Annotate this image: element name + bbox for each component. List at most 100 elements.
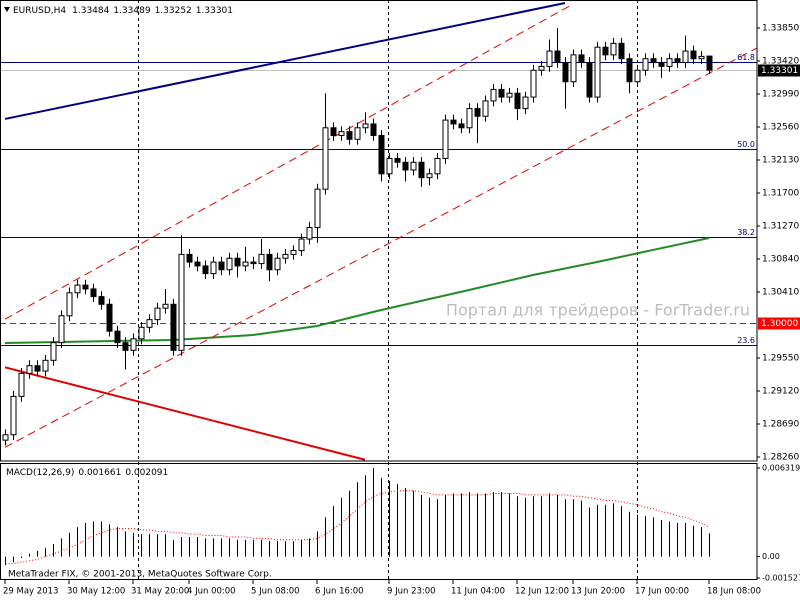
macd-last: 0.001661 [78, 468, 121, 478]
candle-body [450, 119, 457, 125]
candle-body [626, 58, 633, 83]
y-tick-label: 1.28690 [762, 420, 799, 430]
x-tick-label: 4 Jun 00:00 [187, 587, 236, 597]
candle-body [346, 131, 353, 140]
candle-body [402, 161, 409, 171]
moving-average [4, 237, 710, 344]
candle-body [674, 58, 681, 64]
candle-body [650, 58, 657, 64]
candle-body [234, 257, 241, 267]
period-separators [138, 0, 638, 580]
macd-signal [5, 490, 710, 565]
candle-body [130, 338, 137, 351]
candle-body [602, 46, 609, 56]
candle-body [314, 188, 321, 229]
candle-body [162, 303, 169, 309]
last-close: 1.33301 [196, 6, 233, 16]
candle-body [394, 157, 401, 163]
macd-name: MACD(12,26,9) [6, 468, 74, 478]
last-low: 1.33252 [155, 6, 192, 16]
candle-body [338, 131, 345, 136]
candle-body [666, 58, 673, 67]
candle-body [74, 284, 81, 294]
x-tick-label: 11 Jun 04:00 [451, 587, 505, 597]
y-tick-label: 1.29550 [762, 354, 799, 364]
candle-body [370, 123, 377, 136]
candle-body [322, 127, 329, 190]
candle-body [514, 92, 521, 110]
candle-body [706, 55, 713, 71]
y-tick-label: 1.32990 [762, 90, 799, 100]
macd-header: MACD(12,26,9) 0.001661 0.002091 [6, 468, 168, 478]
candle-body [250, 261, 257, 265]
trend-line [4, 366, 366, 461]
y-tick-label: 1.30840 [762, 255, 799, 265]
candle-body [178, 253, 185, 351]
price-label-box [758, 317, 800, 330]
y-tick-label: 1.29120 [762, 387, 799, 397]
candle-body [18, 372, 25, 397]
watermark: Портал для трейдеров - ForTrader.ru [446, 301, 750, 320]
candle-body [202, 265, 209, 275]
x-tick-label: 5 Jun 08:00 [251, 587, 300, 597]
candle-body [434, 157, 441, 175]
y-tick-label: 1.32560 [762, 123, 799, 133]
candle-body [186, 253, 193, 263]
signal-last: 0.002091 [125, 468, 168, 478]
candle-body [10, 395, 17, 436]
candle-body [98, 296, 105, 305]
candle-body [586, 62, 593, 98]
candle-body [618, 42, 625, 60]
fibo-label: 50.0 [737, 140, 755, 149]
candle-body [690, 50, 697, 60]
trend-line [4, 47, 757, 448]
x-tick-label: 9 Jun 23:00 [387, 587, 436, 597]
fibo-label: 23.6 [737, 336, 755, 345]
candle-body [90, 288, 97, 298]
x-tick-label: 30 May 12:00 [67, 587, 125, 597]
candle-body [482, 100, 489, 117]
candle-body [210, 261, 217, 275]
macd-tick-label: 0.00 [762, 552, 780, 561]
candle-body [82, 284, 89, 290]
candle-body [474, 108, 481, 117]
price-label: 1.30000 [761, 319, 798, 329]
candle-body [570, 54, 577, 83]
x-tick-label: 29 May 2013 [3, 587, 58, 597]
candle-body [42, 359, 49, 372]
candle-body [418, 161, 425, 179]
candle-body [522, 96, 529, 110]
candle-body [466, 108, 473, 129]
candle-body [50, 342, 57, 361]
candle-body [594, 46, 601, 98]
candle-body [266, 253, 273, 271]
last-high: 1.33489 [113, 6, 150, 16]
candle-body [554, 50, 561, 64]
macd-tick-label: -0.001527 [762, 574, 800, 583]
candle-body [658, 62, 665, 67]
candle-body [546, 50, 553, 67]
candle-body [122, 342, 129, 351]
candle-body [642, 58, 649, 71]
candle-body [506, 92, 513, 98]
candle-body [34, 365, 41, 372]
candle-body [226, 257, 233, 271]
y-tick-label: 1.33420 [762, 57, 799, 67]
candle-body [490, 88, 497, 102]
candle-body [442, 119, 449, 159]
y-tick-label: 1.30410 [762, 288, 799, 298]
price-panel: 61.8 50.0 38.2 23.6 [0, 2, 757, 461]
candle-body [58, 315, 65, 344]
trend-line [4, 2, 566, 120]
candle-body [290, 250, 297, 255]
candle-body [298, 238, 305, 252]
fibo-label: 38.2 [737, 228, 755, 237]
candle-body [634, 69, 641, 83]
price-frame [0, 0, 758, 462]
y-tick-label: 1.32130 [762, 156, 799, 166]
candle-body [114, 330, 121, 344]
x-tick-label: 17 Jun 00:00 [635, 587, 689, 597]
y-tick-label: 1.28260 [762, 453, 799, 463]
axes: 1.28260 1.28690 1.29120 1.29550 1.30410 1.308… [3, 24, 800, 597]
